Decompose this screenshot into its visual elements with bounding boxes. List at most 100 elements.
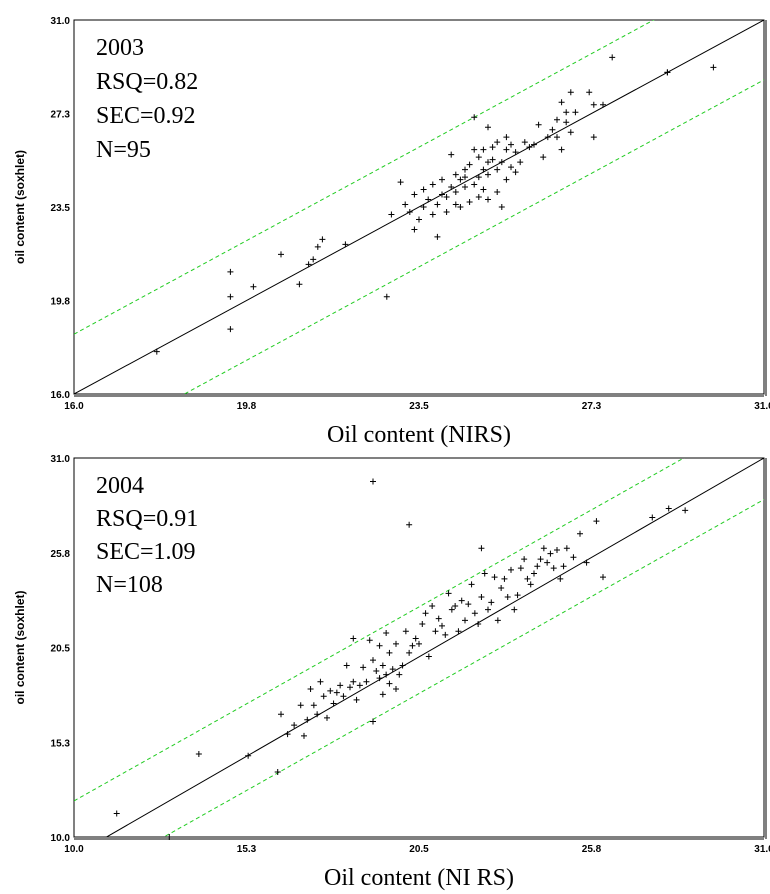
data-point	[481, 570, 488, 577]
data-point	[379, 691, 386, 698]
data-point	[549, 126, 556, 133]
data-point	[227, 293, 234, 300]
data-point	[406, 649, 413, 656]
data-point	[489, 144, 496, 151]
data-point	[494, 617, 501, 624]
data-point	[577, 530, 583, 537]
data-point	[471, 610, 478, 617]
stats-annotation-line: SEC=1.09	[96, 539, 196, 565]
y-tick-label: 27.3	[51, 110, 71, 121]
scatter-chart-2003: 16.0 19.8 23.5 27.3 31.0 16.0 19.8 23.5 27.3 31.0…	[13, 16, 770, 448]
data-point	[558, 99, 565, 106]
data-point	[471, 181, 478, 188]
data-point	[452, 189, 459, 196]
data-point	[508, 566, 514, 573]
data-point	[480, 166, 487, 173]
data-point	[402, 201, 409, 208]
data-point	[512, 169, 519, 176]
data-point	[419, 621, 426, 628]
data-point	[517, 159, 524, 166]
stats-annotation-line: RSQ=0.82	[96, 69, 198, 95]
data-point	[350, 635, 357, 642]
data-point	[314, 711, 321, 718]
data-point	[310, 256, 317, 263]
data-point	[480, 186, 487, 193]
y-tick-label: 23.5	[51, 203, 71, 214]
data-point	[429, 211, 436, 218]
data-point	[448, 151, 455, 158]
data-point	[166, 834, 173, 840]
fit-lines	[74, 458, 764, 837]
data-point	[443, 194, 450, 201]
stats-annotation-line: 2003	[96, 35, 144, 61]
data-point	[521, 139, 528, 146]
data-point	[508, 141, 514, 148]
chart-panel-2003: 16.0 19.8 23.5 27.3 31.0 16.0 19.8 23.5 27.3 31.0…	[13, 16, 770, 448]
data-point	[665, 505, 672, 512]
data-point	[544, 134, 551, 141]
data-point	[319, 236, 326, 243]
x-tick-label: 23.5	[409, 401, 429, 412]
x-tick-label: 25.8	[582, 844, 602, 855]
data-point	[307, 686, 314, 693]
data-point	[710, 64, 717, 71]
data-point	[330, 700, 337, 707]
data-point	[304, 716, 311, 723]
data-point	[508, 164, 514, 171]
data-point	[501, 575, 508, 582]
data-point	[425, 196, 432, 203]
data-point	[356, 682, 363, 689]
data-point	[537, 556, 544, 563]
data-point	[397, 179, 404, 186]
data-point	[664, 69, 671, 76]
data-point	[317, 678, 324, 685]
data-point	[524, 575, 531, 582]
stats-annotation-line: RSQ=0.91	[96, 506, 198, 532]
data-point	[435, 615, 442, 622]
x-tick-label: 10.0	[64, 844, 84, 855]
data-point	[544, 559, 551, 566]
data-point	[468, 581, 475, 588]
data-point	[458, 597, 465, 604]
data-point	[443, 208, 450, 215]
data-point	[521, 556, 528, 563]
data-point	[554, 116, 560, 123]
stats-annotation-line: N=108	[96, 572, 163, 598]
data-point	[425, 653, 432, 660]
x-axis-label: Oil content (NIRS)	[327, 422, 511, 448]
data-point	[547, 550, 554, 557]
stats-annotation-line: N=95	[96, 137, 151, 163]
prediction-limit-line	[74, 20, 655, 335]
data-point	[195, 750, 202, 757]
data-point	[457, 176, 464, 183]
data-point	[512, 149, 519, 156]
data-point	[439, 191, 445, 198]
data-point	[227, 268, 234, 275]
data-point	[504, 593, 511, 600]
data-point	[420, 204, 427, 210]
prediction-limit-line	[74, 458, 685, 802]
data-point	[153, 348, 160, 355]
data-point	[227, 326, 234, 333]
data-point	[465, 601, 472, 608]
x-tick-label: 19.8	[237, 401, 257, 412]
data-point	[327, 687, 334, 694]
data-point	[475, 621, 482, 628]
data-point	[563, 119, 570, 126]
data-point	[478, 545, 485, 552]
data-point	[485, 171, 491, 178]
y-tick-label: 31.0	[51, 454, 71, 465]
data-point	[480, 146, 487, 153]
data-point	[586, 89, 593, 96]
data-point	[411, 226, 418, 233]
data-point	[393, 640, 399, 647]
data-point	[399, 662, 406, 669]
data-point	[342, 241, 349, 248]
data-point	[366, 637, 373, 644]
data-point	[558, 146, 565, 153]
data-point	[572, 109, 579, 116]
data-point	[278, 711, 284, 718]
data-point	[370, 718, 376, 725]
data-point	[462, 184, 468, 191]
data-point	[600, 101, 606, 108]
